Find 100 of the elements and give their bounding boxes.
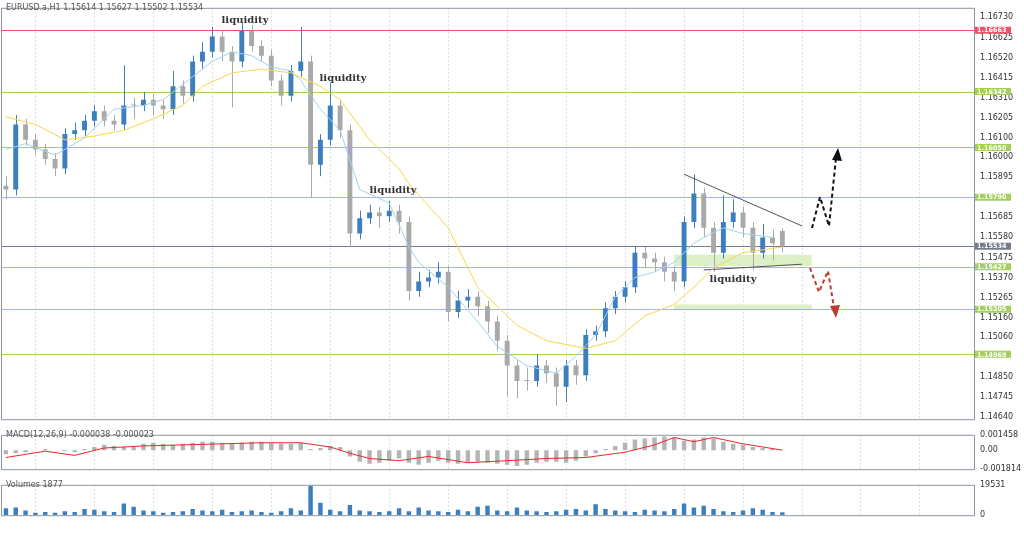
chart-title: EURUSD.a,H1 1.15614 1.15627 1.15502 1.15534 — [6, 3, 204, 12]
bar — [239, 511, 244, 516]
bar — [465, 511, 471, 516]
bar — [534, 511, 539, 516]
bar — [436, 511, 441, 516]
chart-title: MACD(12,26,9) -0.000038 -0.000023 — [6, 430, 154, 439]
bar — [760, 509, 765, 516]
y-tick-label: 1.15160 — [980, 312, 1014, 322]
bar — [278, 511, 284, 516]
y-tick-label: 1.14745 — [980, 392, 1014, 402]
bar — [426, 450, 431, 463]
y-tick-label: 1.16625 — [980, 32, 1014, 42]
bar — [711, 508, 716, 516]
candlestick — [249, 24, 255, 53]
y-tick-label: 1.16520 — [980, 52, 1014, 62]
bar — [318, 448, 323, 451]
y-tick-label: 1.15580 — [980, 232, 1014, 242]
candlestick — [416, 271, 422, 298]
bar — [475, 450, 480, 462]
candlestick — [622, 280, 628, 303]
bar — [711, 438, 716, 451]
candlestick — [121, 64, 127, 131]
bar — [92, 509, 97, 516]
bar — [377, 450, 382, 463]
bar — [101, 511, 107, 516]
bar — [554, 511, 559, 516]
bar — [396, 508, 402, 516]
candlestick — [278, 74, 284, 106]
annotation: liquidity — [709, 272, 758, 284]
candlestick — [553, 367, 559, 407]
bar — [367, 511, 372, 516]
y-tick-label: 1.15895 — [980, 172, 1014, 182]
bar — [23, 510, 28, 516]
bar — [593, 450, 598, 454]
bar — [337, 511, 343, 516]
bar — [180, 511, 186, 516]
bar — [210, 511, 215, 516]
y-tick-label: 0 — [980, 510, 986, 520]
candlestick — [485, 300, 490, 334]
candlestick — [160, 99, 166, 120]
bar — [141, 510, 146, 516]
candlestick — [52, 152, 58, 177]
bar — [13, 507, 18, 516]
bar — [259, 512, 264, 516]
bar — [377, 512, 382, 516]
bar — [92, 446, 97, 451]
candlestick — [563, 359, 569, 403]
y-tick-label: 1.15265 — [980, 292, 1014, 302]
y-tick-label: 0.001458 — [980, 429, 1019, 439]
y-tick-label: 0.00 — [980, 445, 998, 455]
bar — [721, 441, 726, 451]
y-tick-label: 1.16415 — [980, 72, 1014, 82]
candlestick — [760, 223, 766, 259]
y-tick-label: 1.14640 — [980, 412, 1014, 422]
bar — [593, 504, 598, 516]
bar — [82, 508, 87, 516]
bar — [406, 511, 412, 516]
candlestick — [23, 118, 29, 147]
candlestick — [671, 265, 677, 292]
bar — [131, 506, 136, 516]
bar — [367, 450, 372, 464]
candlestick — [131, 97, 137, 120]
bar — [3, 508, 9, 516]
candlestick — [534, 353, 540, 388]
bar — [504, 511, 510, 516]
y-tick-label: 1.16000 — [980, 152, 1014, 162]
bar — [760, 448, 765, 451]
annotation: liquidity — [221, 13, 270, 25]
candlestick — [180, 80, 186, 104]
candlestick — [494, 315, 500, 351]
candlestick — [91, 104, 97, 127]
bar — [544, 512, 549, 516]
bar — [721, 511, 726, 516]
y-tick-label: 19531 — [980, 479, 1006, 489]
candlestick — [357, 210, 363, 240]
bar — [622, 511, 628, 516]
bar — [308, 485, 313, 516]
bar — [485, 505, 490, 516]
bar — [475, 506, 480, 516]
candlestick — [524, 367, 530, 391]
bar — [416, 507, 421, 516]
bar — [495, 510, 500, 516]
y-tick-label: 1.15475 — [980, 252, 1014, 262]
bar — [485, 450, 490, 463]
candlestick — [779, 227, 785, 253]
bar — [770, 512, 775, 516]
bar — [387, 511, 392, 516]
candlestick — [573, 359, 579, 386]
bar — [652, 510, 657, 516]
candlestick — [3, 175, 9, 200]
candlestick — [475, 290, 481, 317]
y-tick-label: -0.001814 — [980, 464, 1022, 474]
bar — [190, 508, 195, 516]
candlestick — [396, 204, 402, 235]
y-tick-label: 1.14850 — [980, 372, 1014, 382]
y-tick-label: 1.15370 — [980, 272, 1014, 282]
annotation: liquidity — [319, 71, 368, 83]
candlestick — [298, 26, 304, 78]
candlestick — [219, 30, 225, 62]
bar — [780, 512, 785, 516]
